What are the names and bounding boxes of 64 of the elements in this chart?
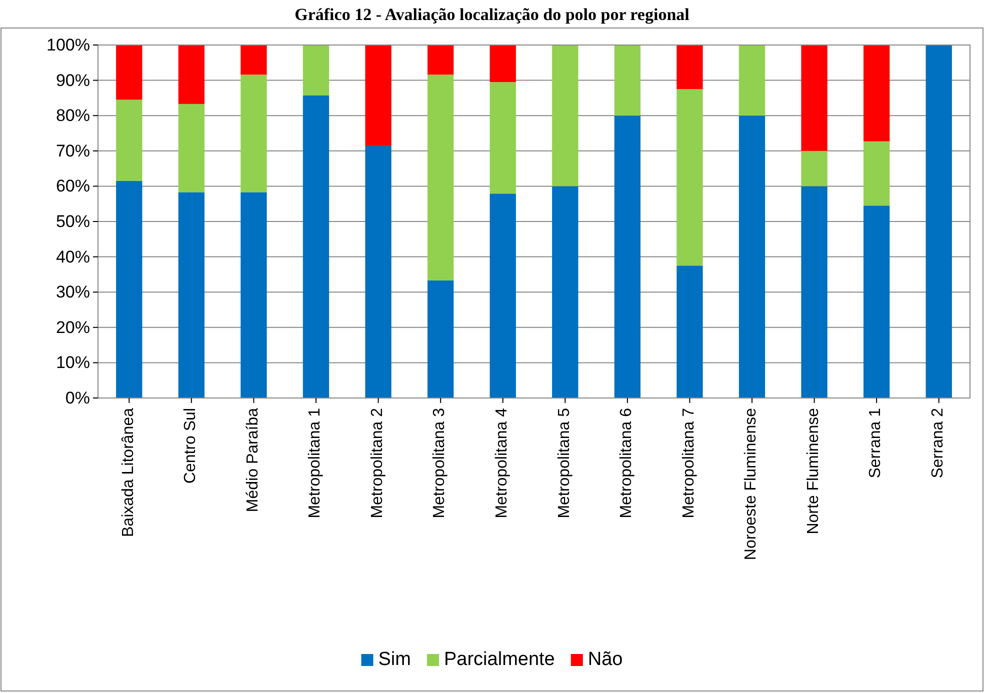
x-tick-label: Metropolitana 6 (618, 408, 636, 518)
y-tick-label: 40% (56, 247, 90, 266)
bar (863, 206, 890, 398)
bar (614, 45, 641, 116)
x-tick-label: Metropolitana 4 (493, 408, 510, 518)
bar (240, 45, 267, 75)
x-tick-label: Centro Sul (182, 408, 200, 484)
bar (302, 95, 330, 398)
bar (178, 104, 205, 192)
bar (863, 45, 890, 142)
bar (427, 280, 454, 398)
bar (240, 192, 267, 398)
bar (676, 89, 703, 266)
legend-label: Parcialmente (444, 649, 555, 670)
x-tick-label: Baixada Litorânea (120, 408, 137, 537)
y-tick-label: 30% (56, 282, 90, 302)
x-tick-label: Médio Paraíba (244, 408, 262, 512)
y-tick-label: 60% (56, 176, 90, 196)
legend-label: Sim (378, 649, 411, 670)
bar (427, 45, 454, 75)
y-tick-label: 50% (56, 212, 90, 231)
bar (801, 186, 828, 398)
x-tick-label: Metropolitana 5 (556, 408, 573, 518)
x-tick-label: Metropolitana 3 (431, 408, 448, 518)
bar (552, 45, 578, 186)
x-tick-label: Serrana 1 (867, 408, 884, 478)
x-tick-label: Noroeste Fluminense (742, 408, 760, 560)
chart-title: Gráfico 12 - Avaliação localização do polo por regional (294, 5, 690, 24)
bar (427, 74, 454, 280)
x-tick-label: Serrana 2 (929, 408, 946, 478)
y-tick-label: 100% (46, 35, 90, 54)
bar (738, 116, 766, 398)
bar (490, 45, 516, 82)
y-tick-label: 10% (56, 353, 90, 372)
x-tick-label: Metropolitana 7 (680, 408, 698, 518)
bar (116, 100, 142, 181)
bar (676, 45, 703, 90)
x-tick-label: Metropolitana 2 (368, 408, 386, 518)
bar (240, 74, 267, 192)
bar (926, 45, 952, 398)
bar (863, 141, 890, 206)
bar (116, 45, 142, 100)
x-tick-label: Norte Fluminense (804, 408, 822, 534)
bar (365, 45, 392, 146)
bar (178, 192, 205, 398)
x-tick-label: Metropolitana 1 (306, 408, 324, 518)
bar (552, 186, 578, 398)
bar (365, 146, 392, 398)
bar (801, 150, 828, 186)
bar (178, 45, 205, 104)
bar (614, 116, 641, 398)
y-tick-label: 20% (56, 318, 90, 337)
bar (738, 45, 766, 116)
bar (490, 82, 516, 194)
bar (676, 266, 703, 398)
y-tick-label: 0% (65, 388, 90, 408)
y-tick-label: 90% (56, 70, 90, 90)
y-tick-label: 80% (56, 106, 90, 126)
bar (490, 194, 516, 398)
bar (116, 180, 142, 398)
legend-label: Não (588, 649, 623, 670)
y-tick-label: 70% (56, 141, 90, 160)
bar (801, 45, 828, 151)
bar (302, 45, 330, 96)
